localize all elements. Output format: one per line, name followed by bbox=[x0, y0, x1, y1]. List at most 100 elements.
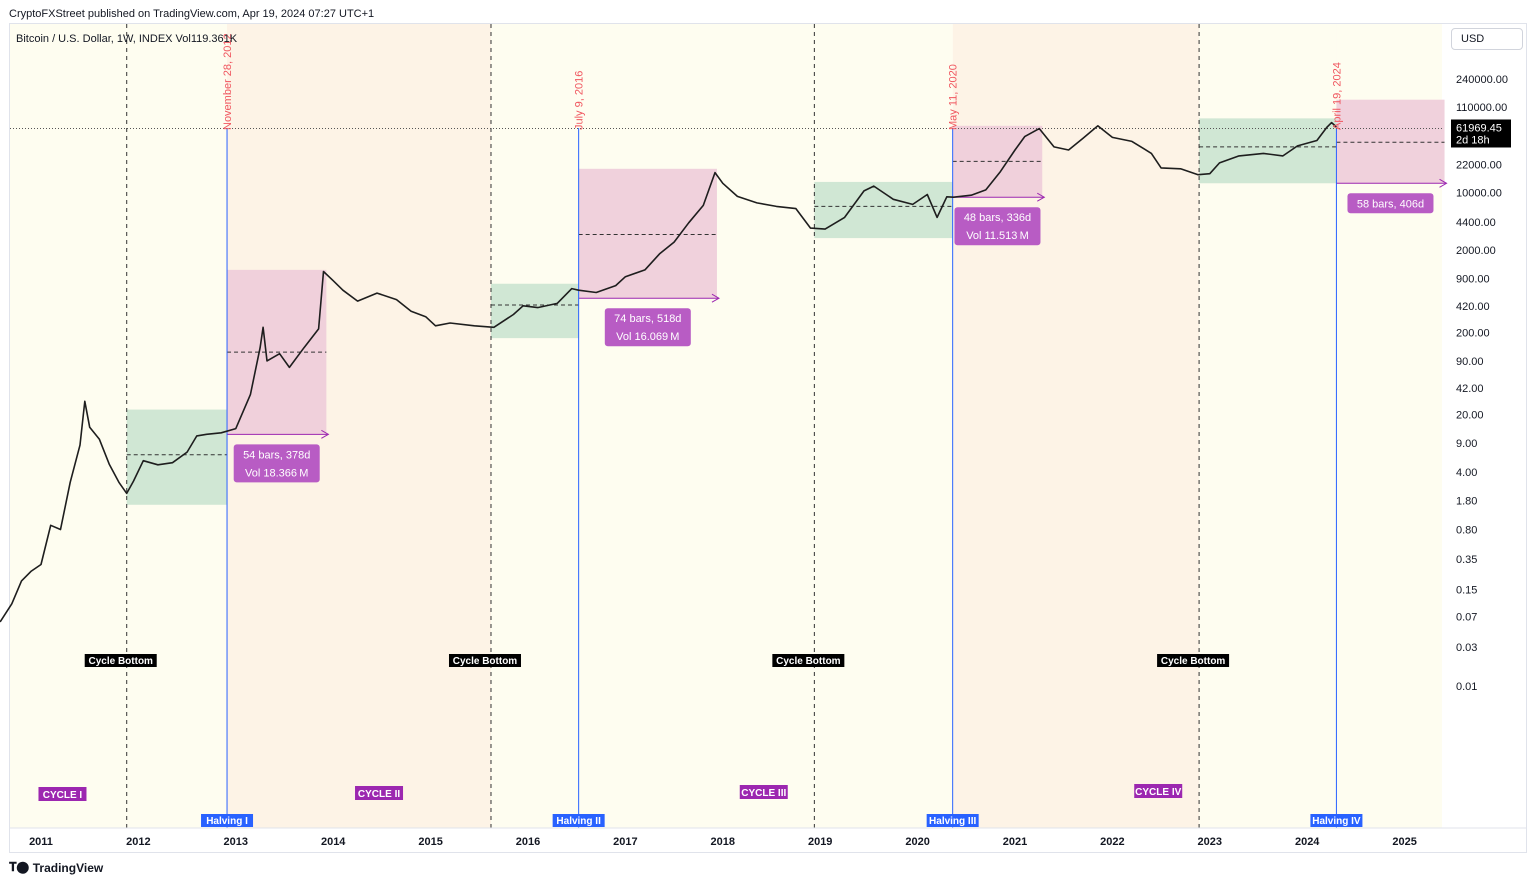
price-tick-label: 1.80 bbox=[1456, 496, 1477, 508]
halving-label: Halving II bbox=[556, 816, 601, 827]
currency-selector-button[interactable]: USD bbox=[1451, 28, 1523, 50]
volume-text: Vol 18.366 M bbox=[245, 467, 308, 479]
price-tick-label: 0.80 bbox=[1456, 525, 1477, 537]
price-series bbox=[0, 121, 1337, 623]
year-tick-label: 2025 bbox=[1392, 836, 1416, 848]
arrow-head-icon bbox=[321, 429, 330, 439]
post-halving-range-box bbox=[578, 168, 717, 299]
last-price-tag bbox=[1451, 119, 1511, 148]
cycle-tag bbox=[355, 786, 404, 800]
halving-date-label: May 11, 2020 bbox=[948, 64, 960, 130]
year-tick-label: 2013 bbox=[224, 836, 248, 848]
post-halving-range-box bbox=[1336, 99, 1445, 184]
vertical-lines bbox=[10, 24, 1442, 828]
halving-tag bbox=[201, 814, 254, 827]
bars-range-label bbox=[233, 444, 320, 483]
price-tick-label: 20.00 bbox=[1456, 410, 1484, 422]
price-line bbox=[0, 121, 1337, 623]
halving-date-label: November 28, 2012 bbox=[222, 33, 234, 130]
bars-range-label bbox=[1347, 193, 1434, 214]
halving-tag bbox=[552, 814, 605, 827]
bars-range-text: 74 bars, 518d bbox=[614, 313, 681, 325]
halving-date-label: April 19, 2024 bbox=[1331, 62, 1343, 130]
cycle-bottom-label: Cycle Bottom bbox=[1161, 656, 1226, 667]
cycle-bottom-label: Cycle Bottom bbox=[88, 656, 153, 667]
pre-halving-range-box bbox=[814, 181, 953, 239]
tradingview-logo-icon: 𝐓⬤ bbox=[9, 860, 29, 874]
halving-label: Halving IV bbox=[1312, 816, 1361, 827]
arrow-head-icon bbox=[711, 293, 720, 303]
pre-halving-band bbox=[490, 24, 579, 828]
cycle-label: CYCLE III bbox=[741, 788, 786, 799]
halving-label: Halving I bbox=[206, 816, 248, 827]
arrow-head-icon bbox=[1037, 192, 1046, 202]
volume-text: Vol 16.069 M bbox=[616, 331, 679, 343]
brand-name: TradingView bbox=[32, 860, 104, 875]
halving-tag bbox=[1310, 814, 1363, 827]
cycle-tag bbox=[1134, 784, 1183, 798]
range-boxes bbox=[126, 99, 1448, 505]
publisher-line: CryptoFXStreet published on TradingView.… bbox=[9, 8, 375, 20]
year-tick-label: 2020 bbox=[905, 836, 929, 848]
price-axis: 0.01 0.03 0.07 0.15 0.35 0.80 1.80 4.00 9.00 20.0… bbox=[1451, 74, 1511, 693]
cycle-label: CYCLE II bbox=[358, 789, 400, 800]
year-tick-label: 2021 bbox=[1003, 836, 1027, 848]
price-tick-label: 4.00 bbox=[1456, 467, 1477, 479]
price-tick-label: 2000.00 bbox=[1456, 245, 1496, 257]
cycle-label: CYCLE IV bbox=[1135, 787, 1181, 798]
pre-halving-range-box bbox=[126, 409, 228, 505]
year-tick-label: 2024 bbox=[1295, 836, 1320, 848]
time-axis: 2011 2012 2013 2014 2015 2016 2017 2018 2019 2020… bbox=[10, 827, 1527, 848]
symbol-legend[interactable]: Bitcoin / U.S. Dollar, 1W, INDEX Vol119.… bbox=[16, 33, 238, 45]
price-tick-label: 240000.00 bbox=[1456, 74, 1508, 86]
price-tick-label: 4400.00 bbox=[1456, 217, 1496, 229]
cycle-bottom-label: Cycle Bottom bbox=[453, 656, 518, 667]
cycle-label: CYCLE I bbox=[43, 790, 83, 801]
chart-frame[interactable] bbox=[9, 23, 1527, 853]
cycle-bottom-label: Cycle Bottom bbox=[776, 656, 841, 667]
price-tick-label: 0.01 bbox=[1456, 681, 1477, 693]
bars-range-label bbox=[954, 207, 1041, 246]
price-tick-label: 42.00 bbox=[1456, 383, 1484, 395]
cycle-tag bbox=[38, 787, 87, 801]
cycle-tag bbox=[739, 785, 788, 799]
cycle-bottom-tag bbox=[1157, 654, 1230, 667]
footer-brand[interactable]: 𝐓⬤ TradingView bbox=[9, 860, 103, 875]
bars-range-text: 48 bars, 336d bbox=[964, 212, 1031, 224]
year-tick-label: 2017 bbox=[613, 836, 637, 848]
last-price-value: 61969.45 bbox=[1456, 122, 1502, 134]
year-tick-label: 2022 bbox=[1100, 836, 1124, 848]
year-tick-label: 2015 bbox=[418, 836, 442, 848]
year-tick-label: 2016 bbox=[516, 836, 540, 848]
cycle-backgrounds bbox=[10, 24, 1442, 828]
arrow-head-icon bbox=[1439, 178, 1448, 188]
year-tick-label: 2019 bbox=[808, 836, 832, 848]
price-tick-label: 420.00 bbox=[1456, 301, 1490, 313]
year-tick-label: 2011 bbox=[29, 836, 53, 848]
year-tick-label: 2012 bbox=[126, 836, 150, 848]
chart-labels: 54 bars, 378d Vol 18.366 M 74 bars, 518d Vo… bbox=[38, 33, 1434, 827]
price-tick-label: 10000.00 bbox=[1456, 188, 1502, 200]
price-tick-label: 0.15 bbox=[1456, 584, 1477, 596]
year-tick-label: 2014 bbox=[321, 836, 346, 848]
price-tick-label: 900.00 bbox=[1456, 274, 1490, 286]
bar-countdown: 2d 18h bbox=[1456, 134, 1490, 146]
bars-range-text: 54 bars, 378d bbox=[243, 449, 310, 461]
bars-range-label bbox=[604, 308, 691, 347]
year-tick-label: 2023 bbox=[1198, 836, 1222, 848]
bars-range-text: 58 bars, 406d bbox=[1357, 198, 1424, 210]
price-tick-label: 9.00 bbox=[1456, 438, 1477, 450]
cycle-bottom-tag bbox=[772, 654, 845, 667]
price-tick-label: 90.00 bbox=[1456, 356, 1484, 368]
price-tick-label: 0.35 bbox=[1456, 554, 1477, 566]
halving-date-label: July 9, 2016 bbox=[574, 71, 586, 130]
volume-text: Vol 11.513 M bbox=[966, 230, 1029, 242]
price-tick-label: 110000.00 bbox=[1456, 102, 1507, 114]
price-tick-label: 22000.00 bbox=[1456, 159, 1502, 171]
cycle-bottom-tag bbox=[448, 654, 521, 667]
halving-label: Halving III bbox=[929, 816, 976, 827]
pre-halving-range-box bbox=[1199, 118, 1337, 184]
price-tick-label: 0.07 bbox=[1456, 612, 1477, 624]
cycle-bottom-tag bbox=[84, 654, 157, 667]
